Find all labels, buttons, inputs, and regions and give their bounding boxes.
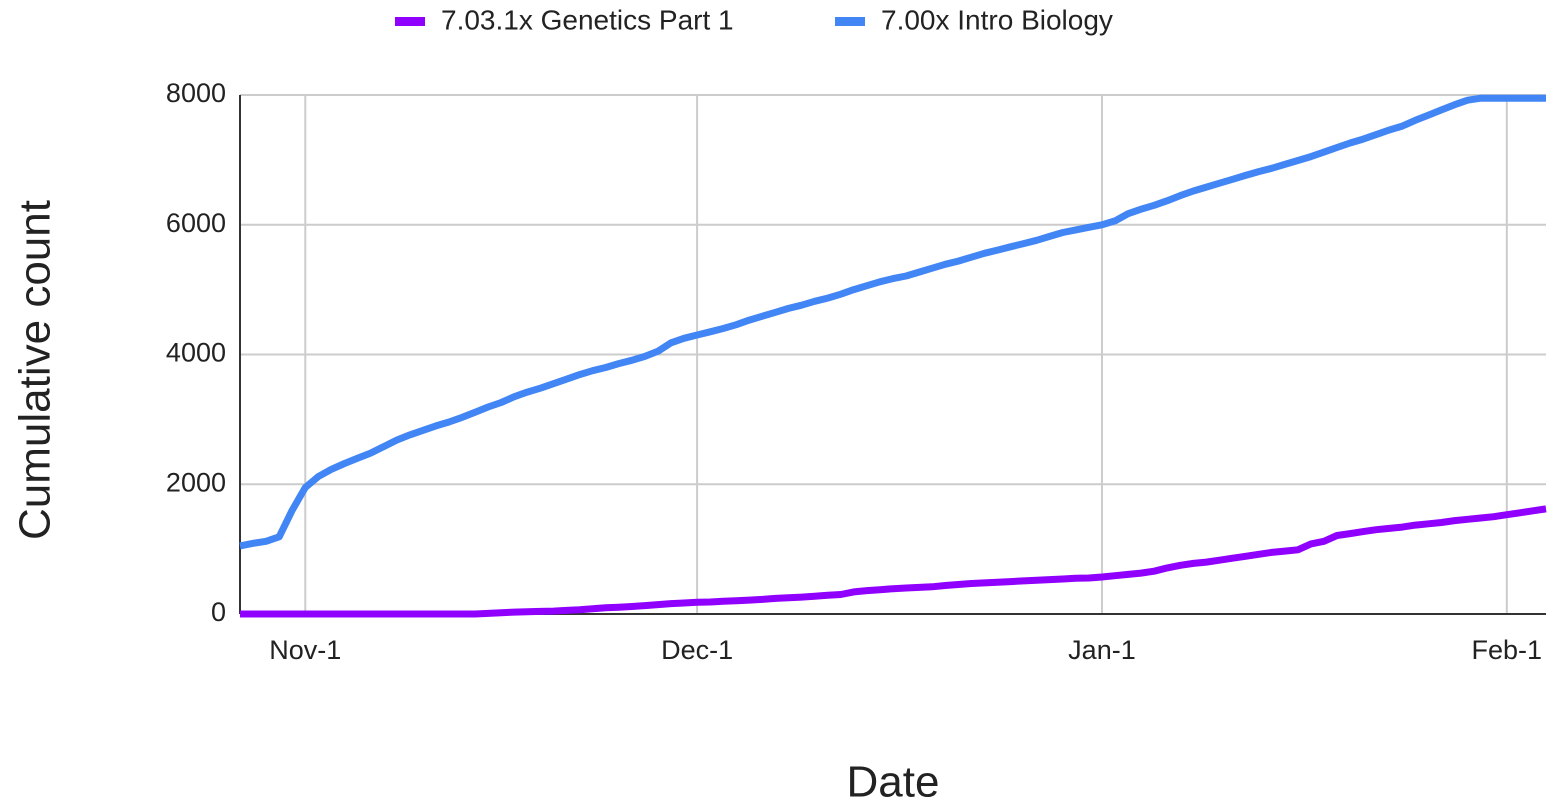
- y-tick-label: 4000: [166, 338, 226, 368]
- y-tick-label: 6000: [166, 208, 226, 238]
- y-tick-label: 0: [211, 597, 226, 627]
- legend-swatch: [835, 17, 865, 26]
- series-line: [240, 505, 1547, 618]
- legend-label: 7.00x Intro Biology: [881, 4, 1113, 35]
- series-line: [239, 94, 1546, 550]
- y-tick-label: 8000: [166, 78, 226, 108]
- x-tick-label: Jan-1: [1068, 635, 1136, 665]
- x-tick-label: Dec-1: [661, 635, 733, 665]
- legend-swatch: [395, 17, 425, 26]
- x-tick-label: Nov-1: [269, 635, 341, 665]
- legend-label: 7.03.1x Genetics Part 1: [441, 4, 734, 35]
- x-tick-label: Feb-1: [1472, 635, 1543, 665]
- x-axis-title: Date: [847, 758, 940, 807]
- y-axis-title: Cumulative count: [11, 200, 60, 540]
- y-tick-label: 2000: [166, 467, 226, 497]
